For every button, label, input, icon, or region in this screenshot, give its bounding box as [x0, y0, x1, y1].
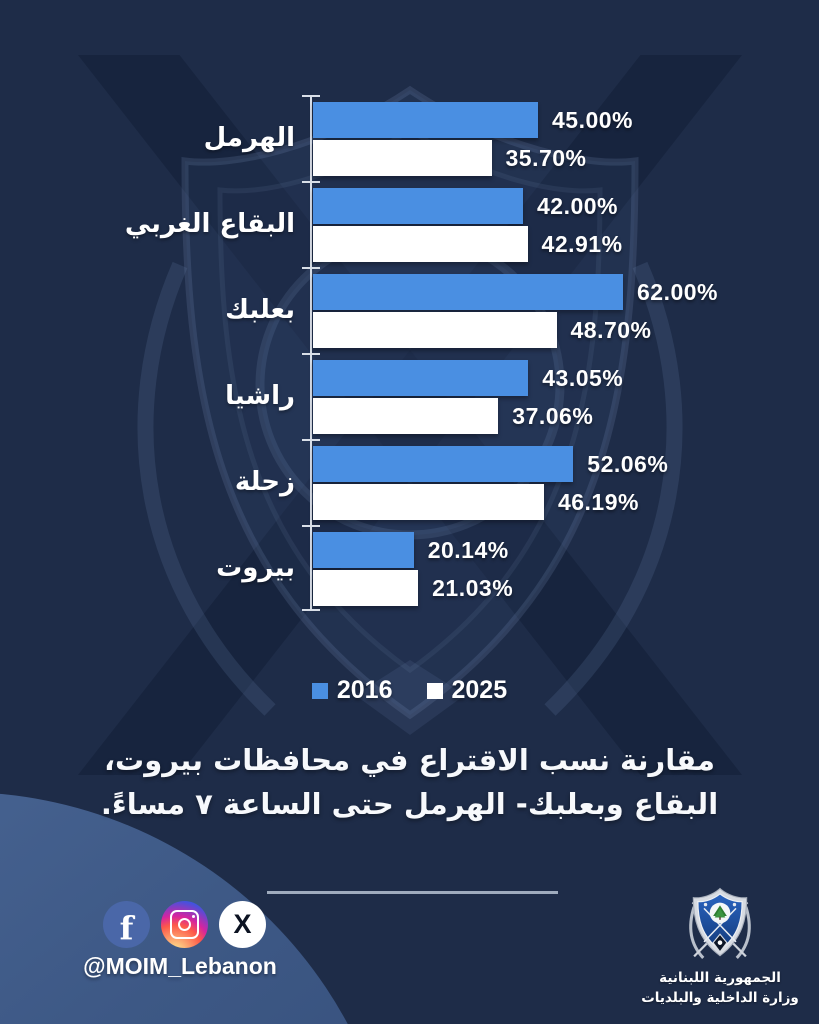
legend-label: 2025 [451, 676, 508, 704]
bar-2016-البقاع الغربي [313, 188, 523, 224]
value-label-2016-زحلة: 52.06% [587, 451, 669, 477]
bar-2016-زحلة [313, 446, 574, 482]
value-label-2025-زحلة: 46.19% [557, 489, 639, 515]
bar-chart: الهرمل 45.00% 35.70% البقاع الغربي 42.00% 42.… [0, 95, 819, 611]
axis-tick [302, 267, 320, 269]
axis-tick [302, 525, 320, 527]
category-label: راشيا [225, 381, 295, 411]
ministry-name-line-2: وزارة الداخلية والبلديات [641, 990, 799, 1006]
category-label: البقاع الغربي [124, 209, 295, 239]
value-label-2016-بعلبك: 62.00% [637, 279, 719, 305]
social-icons-row: f X [103, 901, 266, 948]
bar-2025-الهرمل [313, 140, 492, 176]
bar-2016-الهرمل [313, 102, 538, 138]
value-label-2016-راشيا: 43.05% [542, 365, 624, 391]
facebook-icon[interactable]: f [103, 901, 150, 948]
ministry-shield-logo [689, 887, 751, 959]
value-label-2016-البقاع الغربي: 42.00% [537, 193, 619, 219]
legend-label: 2016 [336, 676, 393, 704]
x-icon[interactable]: X [219, 901, 266, 948]
axis-tick [302, 181, 320, 183]
category-group: زحلة 52.06% 46.19% [0, 439, 819, 525]
value-label-2025-بعلبك: 48.70% [570, 317, 652, 343]
value-label-2016-الهرمل: 45.00% [552, 107, 634, 133]
category-group: بيروت 20.14% 21.03% [0, 525, 819, 611]
chart-legend: 2016 2025 [0, 676, 819, 705]
bar-2025-بعلبك [313, 312, 557, 348]
legend-item-2025: 2025 [426, 676, 508, 705]
axis-tick [302, 609, 320, 611]
category-group: بعلبك 62.00% 48.70% [0, 267, 819, 353]
bar-2025-زحلة [313, 484, 544, 520]
bar-2016-بعلبك [313, 274, 623, 310]
legend-swatch [426, 682, 443, 699]
chart-caption: مقارنة نسب الاقتراع في محافظات بيروت، ال… [0, 738, 819, 826]
category-label: بيروت [216, 553, 295, 583]
caption-line-1: مقارنة نسب الاقتراع في محافظات بيروت، [104, 743, 715, 777]
bar-2016-بيروت [313, 532, 414, 568]
category-group: راشيا 43.05% 37.06% [0, 353, 819, 439]
footer-divider [267, 891, 558, 894]
axis-tick [302, 353, 320, 355]
value-label-2016-بيروت: 20.14% [427, 537, 509, 563]
category-group: البقاع الغربي 42.00% 42.91% [0, 181, 819, 267]
bar-2025-بيروت [313, 570, 419, 606]
bar-2025-البقاع الغربي [313, 226, 528, 262]
social-handle: @MOIM_Lebanon [83, 953, 277, 979]
category-label: الهرمل [203, 123, 295, 153]
legend-item-2016: 2016 [311, 676, 393, 705]
legend-swatch [311, 682, 328, 699]
caption-line-2: البقاع وبعلبك- الهرمل حتى الساعة ٧ مساءً… [100, 787, 719, 821]
category-group: الهرمل 45.00% 35.70% [0, 95, 819, 181]
category-label: بعلبك [225, 295, 295, 325]
instagram-icon[interactable] [161, 901, 208, 948]
ministry-name-line-1: الجمهورية اللبنانية [659, 970, 781, 986]
axis-tick [302, 95, 320, 97]
category-label: زحلة [234, 467, 295, 497]
value-label-2025-بيروت: 21.03% [432, 575, 514, 601]
value-label-2025-الهرمل: 35.70% [505, 145, 587, 171]
ministry-logo-block: الجمهورية اللبنانية وزارة الداخلية والبل… [630, 884, 810, 1008]
bar-2025-راشيا [313, 398, 499, 434]
value-label-2025-البقاع الغربي: 42.91% [541, 231, 623, 257]
axis-tick [302, 439, 320, 441]
bar-2016-راشيا [313, 360, 529, 396]
value-label-2025-راشيا: 37.06% [512, 403, 594, 429]
